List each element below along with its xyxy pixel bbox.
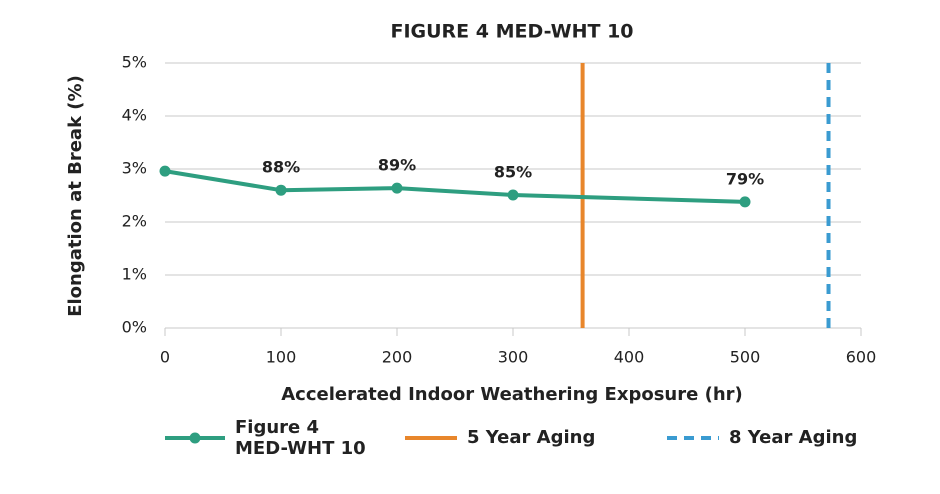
x-tick-label: 200 xyxy=(382,348,413,367)
data-point xyxy=(507,189,519,201)
y-tick-label: 4% xyxy=(122,106,147,125)
data-point xyxy=(391,182,403,194)
y-axis-label: Elongation at Break (%) xyxy=(65,75,86,317)
legend-item: 8 Year Aging xyxy=(667,427,857,448)
legend-swatch xyxy=(405,435,457,440)
legend-label: Figure 4 MED-WHT 10 xyxy=(235,417,366,459)
data-point xyxy=(159,165,171,177)
y-tick-label: 0% xyxy=(122,318,147,337)
legend-marker xyxy=(189,432,201,444)
legend-item: 5 Year Aging xyxy=(405,427,595,448)
y-tick-label: 5% xyxy=(122,53,147,72)
legend-label: 8 Year Aging xyxy=(729,427,858,448)
x-tick-label: 600 xyxy=(846,348,877,367)
legend-label: 5 Year Aging xyxy=(467,427,596,448)
x-tick-label: 500 xyxy=(730,348,761,367)
legend-item: Figure 4 MED-WHT 10 xyxy=(165,417,375,459)
y-tick-label: 1% xyxy=(122,265,147,284)
y-tick-label: 3% xyxy=(122,159,147,178)
data-point xyxy=(739,196,751,208)
x-tick-label: 100 xyxy=(266,348,297,367)
series-line xyxy=(164,169,746,204)
x-tick-label: 300 xyxy=(498,348,529,367)
annotation: 79% xyxy=(726,169,764,188)
annotation: 89% xyxy=(378,156,416,175)
x-tick-label: 0 xyxy=(160,348,170,367)
chart-title: FIGURE 4 MED-WHT 10 xyxy=(390,21,633,43)
legend-swatch xyxy=(667,435,719,440)
x-axis-label: Accelerated Indoor Weathering Exposure (… xyxy=(281,384,743,405)
annotation: 88% xyxy=(262,158,300,177)
annotation: 85% xyxy=(494,162,532,181)
data-point xyxy=(275,184,287,196)
y-tick-label: 2% xyxy=(122,212,147,231)
x-tick-label: 400 xyxy=(614,348,645,367)
legend-swatch xyxy=(165,432,225,444)
